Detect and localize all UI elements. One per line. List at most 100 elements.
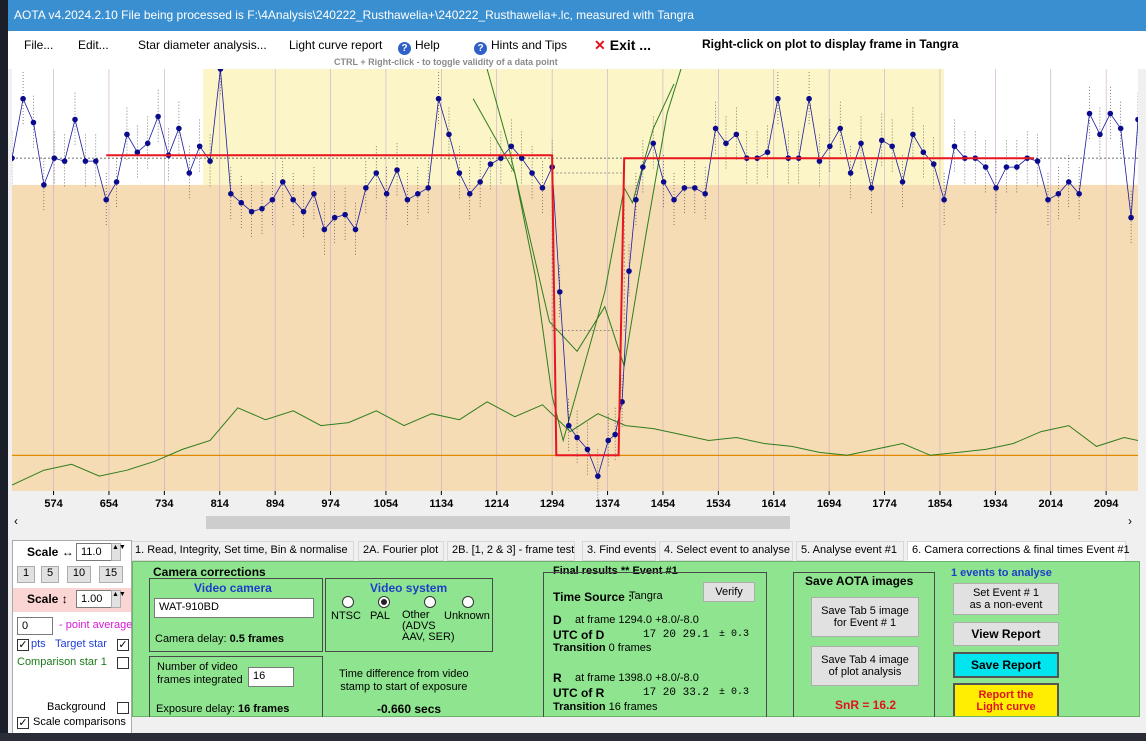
pts-checkbox[interactable]: ✓ xyxy=(17,639,29,651)
preset-10[interactable]: 10 xyxy=(67,566,91,583)
data-point xyxy=(671,196,677,203)
comparison-star-checkbox[interactable] xyxy=(117,657,129,669)
save-tab5-button[interactable]: Save Tab 5 image for Event # 1 xyxy=(811,597,919,637)
aota-window: AOTA v4.2024.2.10 File being processed i… xyxy=(8,0,1146,741)
final-results-box xyxy=(543,572,767,717)
x-tick-label: 894 xyxy=(266,498,285,510)
transition-r-label: Transition 16 frames xyxy=(553,701,658,713)
other-radio[interactable] xyxy=(424,596,436,608)
video-camera-title: Video camera xyxy=(194,581,272,595)
background-label: Background xyxy=(47,701,106,713)
data-point xyxy=(425,185,431,191)
event-region xyxy=(12,184,1138,491)
baseline-region xyxy=(203,69,945,185)
tab-analyse-event[interactable]: 5. Analyse event #1 xyxy=(796,541,904,561)
data-point xyxy=(941,196,947,203)
model-curve-d xyxy=(472,83,675,443)
scroll-right-icon[interactable]: › xyxy=(1128,514,1132,528)
data-point xyxy=(837,125,844,132)
data-point xyxy=(920,149,927,156)
report-light-curve-button[interactable]: Report the Light curve xyxy=(953,683,1059,716)
scale-h-spinner[interactable]: ▲▼ xyxy=(111,543,126,561)
unknown-radio[interactable] xyxy=(462,596,474,608)
data-point xyxy=(1034,158,1041,164)
save-report-button[interactable]: Save Report xyxy=(953,652,1059,678)
pal-label: PAL xyxy=(370,610,390,622)
data-point xyxy=(342,211,348,218)
data-point xyxy=(1076,191,1082,197)
scale-v-spinner[interactable]: ▲▼ xyxy=(111,590,126,608)
frames-integrated-select[interactable]: 16 xyxy=(248,667,294,687)
data-point xyxy=(764,149,771,156)
save-tab4-button[interactable]: Save Tab 4 image of plot analysis xyxy=(811,646,919,686)
transition-d-value: 0 frames xyxy=(608,642,652,654)
save-images-title: Save AOTA images xyxy=(805,574,914,588)
data-point xyxy=(238,199,245,206)
time-diff-value: -0.660 secs xyxy=(377,702,442,716)
model-curve-r xyxy=(486,68,682,367)
tab-frame-test[interactable]: 2B. [1, 2 & 3] - frame test xyxy=(447,541,575,561)
ntsc-radio[interactable] xyxy=(342,596,354,608)
pal-radio[interactable] xyxy=(378,596,390,608)
target-star-checkbox[interactable]: ✓ xyxy=(117,639,129,651)
menu-star-diameter[interactable]: Star diameter analysis... xyxy=(138,38,267,52)
data-point xyxy=(1055,191,1062,197)
background-checkbox[interactable] xyxy=(117,702,129,714)
preset-1[interactable]: 1 xyxy=(17,566,35,583)
snr-value: SnR = 16.2 xyxy=(835,698,897,712)
set-non-event-button[interactable]: Set Event # 1 as a non-event xyxy=(953,583,1059,615)
x-tick-label: 654 xyxy=(100,498,119,510)
scroll-thumb[interactable] xyxy=(206,516,790,529)
verify-button[interactable]: Verify xyxy=(703,582,755,602)
scroll-left-icon[interactable]: ‹ xyxy=(14,514,18,528)
final-results-title: Final results ** Event #1 xyxy=(553,565,678,577)
data-point xyxy=(1014,164,1020,170)
data-point xyxy=(723,140,729,147)
utc-r-error: ± 0.3 xyxy=(719,687,750,698)
menu-exit[interactable]: ✕ Exit ... xyxy=(594,37,651,53)
data-point xyxy=(300,208,307,215)
data-point xyxy=(702,191,708,197)
data-point xyxy=(498,155,504,161)
tab-select-event[interactable]: 4. Select event to analyse xyxy=(659,541,793,561)
light-curve-svg[interactable]: 574 654 734 814 894 974 1054 1134 1214 1294 1374 14… xyxy=(9,42,1141,513)
data-point xyxy=(72,116,78,123)
data-point xyxy=(196,143,203,150)
menu-light-curve-report[interactable]: Light curve report xyxy=(289,38,383,52)
data-point xyxy=(806,95,812,102)
right-click-note: Right-click on plot to display frame in … xyxy=(702,37,959,51)
tab-find-events[interactable]: 3. Find events xyxy=(582,541,656,561)
tab-read-integrity[interactable]: 1. Read, Integrity, Set time, Bin & norm… xyxy=(130,541,354,561)
menu-help[interactable]: ? Help xyxy=(398,38,440,55)
menu-hints[interactable]: ? Hints and Tips xyxy=(474,38,567,55)
scale-comparisons-checkbox[interactable]: ✓ xyxy=(17,717,29,729)
menu-file[interactable]: File... xyxy=(24,38,54,52)
preset-5[interactable]: 5 xyxy=(41,566,59,583)
scale-panel: Scale ↔ 11.0 ▲▼ 1 5 10 15 Scale ↕ 1.00 ▲… xyxy=(12,540,132,738)
view-report-button[interactable]: View Report xyxy=(953,622,1059,646)
data-point xyxy=(993,185,999,191)
comparison-curve xyxy=(11,401,1139,486)
camera-corrections-title: Camera corrections xyxy=(153,565,266,579)
menu-edit[interactable]: Edit... xyxy=(78,38,109,52)
data-point xyxy=(982,164,989,170)
scale-v-label: Scale ↕ xyxy=(27,592,68,606)
point-average-select[interactable]: 0 xyxy=(17,617,53,635)
data-point xyxy=(82,158,89,164)
tab-camera-corrections[interactable]: 6. Camera corrections & final times Even… xyxy=(907,541,1130,561)
data-point xyxy=(518,155,525,161)
light-curve-plot[interactable]: 574 654 734 814 894 974 1054 1134 1214 1294 1374 14… xyxy=(9,42,1141,513)
data-point xyxy=(733,131,740,138)
unknown-label: Unknown xyxy=(444,610,490,622)
scale-h-input[interactable]: 11.0 xyxy=(76,543,118,561)
data-point xyxy=(556,289,563,295)
data-point xyxy=(363,185,369,191)
data-point xyxy=(858,140,864,147)
data-point xyxy=(269,196,276,203)
x-tick-label: 2094 xyxy=(1094,498,1119,510)
tab-fourier[interactable]: 2A. Fourier plot xyxy=(358,541,444,561)
camera-select[interactable]: WAT-910BD xyxy=(154,598,314,618)
plot-scrollbar[interactable]: ‹ › xyxy=(8,513,1146,531)
preset-15[interactable]: 15 xyxy=(99,566,123,583)
d-label: D xyxy=(553,613,562,627)
